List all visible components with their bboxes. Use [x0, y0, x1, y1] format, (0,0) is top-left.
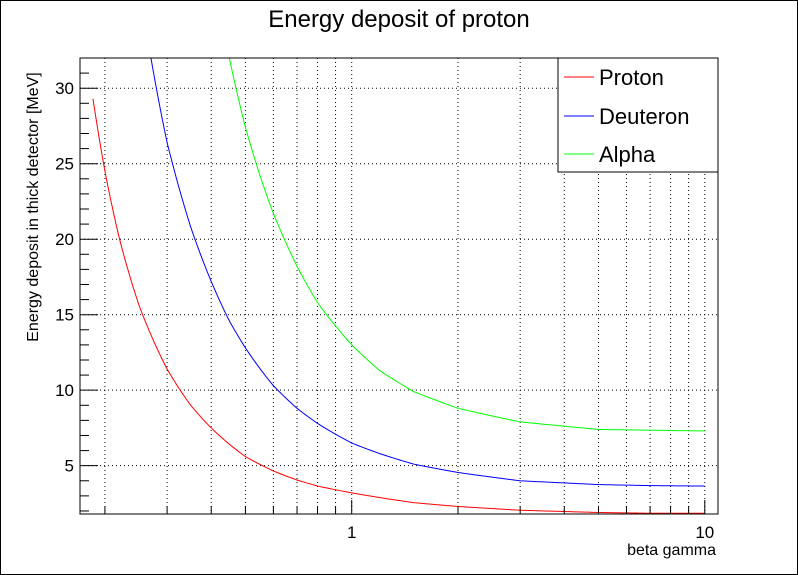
- y-tick-label: 30: [55, 79, 74, 98]
- y-tick-label: 15: [55, 306, 74, 325]
- x-tick-label: 1: [347, 523, 356, 542]
- chart-title: Energy deposit of proton: [268, 6, 530, 33]
- data-curves: [92, 58, 705, 514]
- series-line-deuteron: [150, 58, 705, 487]
- series-line-proton: [92, 98, 705, 514]
- series-line-alpha: [228, 58, 705, 432]
- legend: Proton Deuteron Alpha: [557, 57, 719, 173]
- y-axis-label: Energy deposit in thick detector [MeV]: [25, 72, 42, 341]
- y-tick-label: 25: [55, 155, 74, 174]
- x-axis-label: beta gamma: [627, 542, 716, 559]
- x-tick-label: 10: [695, 523, 714, 542]
- axis-ticks: 1 10 5 10 15 20 25 30: [55, 57, 714, 542]
- y-tick-label: 10: [55, 381, 74, 400]
- legend-label-deuteron: Deuteron: [599, 104, 690, 129]
- y-tick-label: 20: [55, 230, 74, 249]
- y-tick-label: 5: [65, 457, 74, 476]
- plot-frame: [79, 57, 719, 515]
- legend-label-proton: Proton: [599, 65, 664, 90]
- legend-label-alpha: Alpha: [599, 142, 656, 167]
